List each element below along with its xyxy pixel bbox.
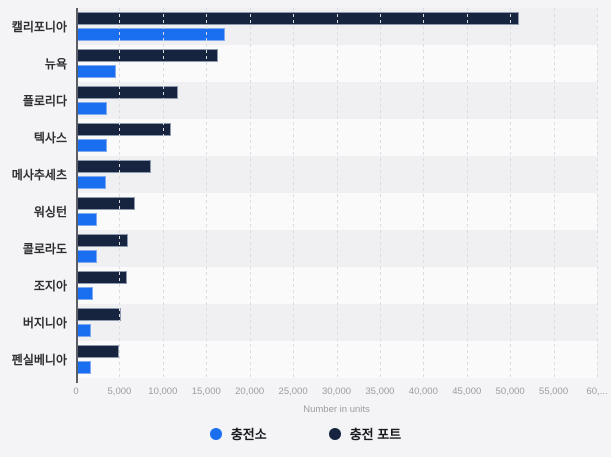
- x-tick-label: 40,000: [408, 386, 438, 397]
- stations-bar-8[interactable]: [76, 287, 94, 300]
- chart-row: 뉴욕: [0, 45, 611, 82]
- gridline: [597, 8, 598, 378]
- ports-bar-4[interactable]: [76, 123, 171, 136]
- stations-legend-dot-icon: [209, 427, 222, 440]
- ports-bar-6[interactable]: [76, 197, 136, 210]
- chart-row: 플로리다: [0, 82, 611, 119]
- chart-row: 조지아: [0, 267, 611, 304]
- gridline: [553, 8, 555, 378]
- x-tick-label: 5,000: [107, 386, 132, 397]
- chart-row: 버지니아: [0, 304, 611, 341]
- x-tick-label: 30,000: [321, 386, 352, 397]
- chart-row: 텍사스: [0, 119, 611, 156]
- x-tick-label: 25,000: [278, 386, 308, 397]
- x-axis-ticks: 0 5,000 10,000 15,000 20,000 25,000 30,000 35,0…: [0, 386, 611, 398]
- x-tick-label: 50,000: [495, 386, 525, 397]
- category-label: 버지니아: [22, 316, 67, 330]
- x-tick-label: 55,000: [539, 386, 569, 397]
- chart-row: 워싱턴: [0, 193, 611, 230]
- x-tick-label: 15,000: [191, 386, 221, 397]
- gridline: [423, 8, 425, 378]
- y-axis-line: [76, 8, 78, 383]
- stations-legend-label: 충전소: [230, 427, 267, 442]
- category-label: 플로리다: [22, 94, 67, 108]
- stations-bar-9[interactable]: [76, 324, 91, 337]
- gridline: [162, 8, 164, 378]
- ports-bar-2[interactable]: [76, 49, 219, 62]
- x-tick-label: 20,000: [235, 386, 265, 397]
- gridline: [466, 8, 468, 378]
- category-label: 텍사스: [33, 131, 67, 145]
- stations-bar-5[interactable]: [76, 176, 107, 189]
- category-label: 메사추세츠: [11, 168, 67, 182]
- stations-bar-3[interactable]: [76, 102, 108, 115]
- category-label: 콜로라도: [22, 242, 67, 256]
- x-tick-label: 0: [73, 386, 79, 397]
- x-tick-label: 60,...: [586, 386, 608, 397]
- ports-legend-dot-icon: [328, 427, 341, 440]
- category-label: 펜실베니아: [11, 353, 67, 367]
- gridline: [119, 8, 121, 378]
- stations-bar-2[interactable]: [76, 65, 116, 78]
- stations-bar-6[interactable]: [76, 213, 97, 226]
- chart-legend: 충전소 충전 포트: [0, 424, 611, 443]
- x-tick-label: 35,000: [365, 386, 395, 397]
- ports-bar-10[interactable]: [76, 345, 120, 358]
- x-tick-label: 45,000: [452, 386, 482, 397]
- stations-bar-1[interactable]: [76, 28, 226, 41]
- gridline: [249, 8, 251, 378]
- gridline: [336, 8, 338, 378]
- chart-row: 펜실베니아: [0, 341, 611, 378]
- chart-row: 캘리포니아: [0, 8, 611, 45]
- ports-bar-1[interactable]: [76, 12, 519, 25]
- legend-item-stations[interactable]: 충전소: [209, 424, 267, 443]
- chart-row: 콜로라도: [0, 230, 611, 267]
- gridline: [206, 8, 208, 378]
- stations-bar-7[interactable]: [76, 250, 97, 263]
- legend-item-ports[interactable]: 충전 포트: [328, 424, 402, 443]
- category-label: 캘리포니아: [11, 20, 67, 34]
- gridline: [379, 8, 381, 378]
- x-axis-title: Number in units: [303, 404, 370, 415]
- x-tick-label: 10,000: [148, 386, 178, 397]
- ports-bar-5[interactable]: [76, 160, 151, 173]
- category-label: 조지아: [33, 279, 67, 293]
- category-label: 워싱턴: [33, 205, 67, 219]
- stations-bar-10[interactable]: [76, 361, 91, 374]
- ports-bar-9[interactable]: [76, 308, 122, 321]
- ports-legend-label: 충전 포트: [349, 427, 402, 442]
- stations-bar-4[interactable]: [76, 139, 108, 152]
- gridline: [510, 8, 512, 378]
- gridline: [293, 8, 295, 378]
- category-label: 뉴욕: [44, 57, 67, 71]
- chart-row: 메사추세츠: [0, 156, 611, 193]
